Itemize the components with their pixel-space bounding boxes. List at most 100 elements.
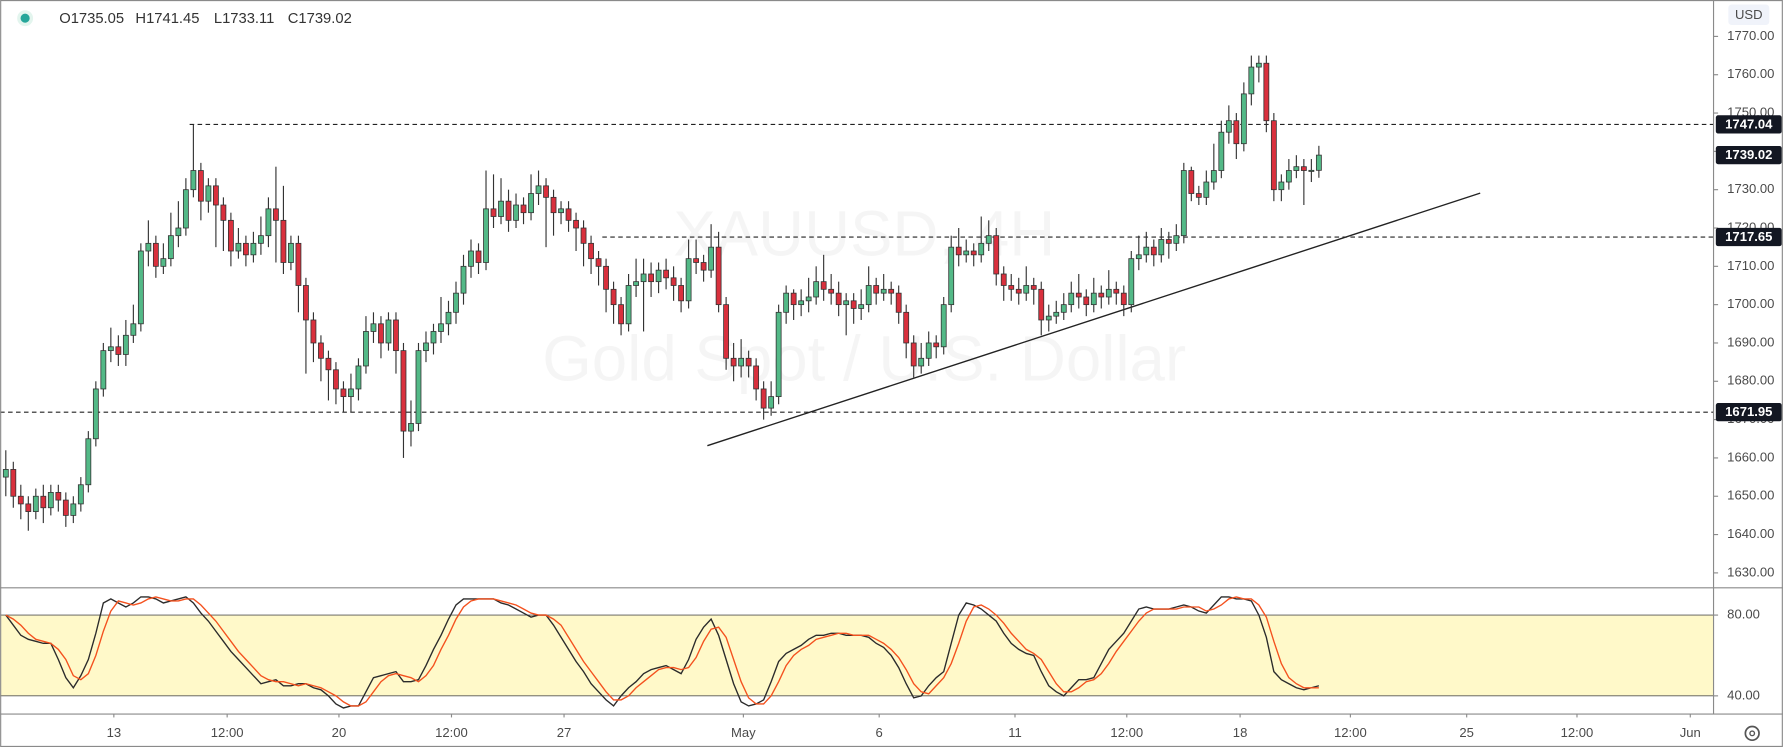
candle-body (1263, 62, 1270, 122)
candle-body (918, 357, 925, 367)
candle-body (933, 342, 940, 348)
candle-body (1143, 246, 1150, 256)
candle-body (378, 323, 384, 344)
price-badge-label: 1717.65 (1725, 229, 1772, 244)
price-badge (1715, 403, 1782, 422)
candle-body (430, 331, 437, 344)
candle-body (1300, 166, 1307, 171)
candle-body (498, 200, 504, 217)
candle-body (700, 262, 707, 271)
price-badge (1715, 146, 1782, 165)
candle-body (483, 208, 489, 263)
candle-body (1188, 170, 1195, 194)
candle-body (820, 281, 827, 290)
candle-body (205, 185, 212, 202)
price-badge (1715, 227, 1782, 247)
candle-body (1038, 288, 1045, 321)
candle-body (1120, 292, 1127, 306)
candle-body (888, 288, 895, 294)
y-tick-label: 1690.00 (1727, 334, 1774, 349)
x-tick-label: 20 (332, 725, 347, 740)
candle-body (730, 357, 737, 367)
candle-body (190, 170, 197, 191)
candle-body (1060, 304, 1067, 313)
status-dot[interactable] (20, 13, 30, 23)
candle-body (258, 235, 264, 244)
candle-body (460, 265, 467, 294)
y-tick-label: 1640.00 (1727, 526, 1774, 541)
candle-body (25, 503, 32, 512)
candle-body (115, 346, 122, 355)
candle-body (940, 304, 947, 348)
candle-body (1083, 296, 1090, 306)
candle-body (325, 357, 332, 371)
candle-body (160, 258, 167, 267)
candle-body (438, 323, 444, 332)
candle-body (993, 235, 1000, 275)
candle-body (1000, 273, 1007, 286)
y-tick-label: 80.00 (1727, 607, 1760, 622)
candle-body (723, 304, 730, 359)
candle-body (445, 311, 452, 325)
candle-body (588, 242, 594, 260)
candle-body (370, 323, 377, 332)
candle-body (243, 242, 249, 256)
y-tick-label: 40.00 (1727, 687, 1760, 702)
candle-body (1225, 120, 1232, 133)
candle-body (565, 208, 572, 221)
candle-body (167, 235, 174, 260)
candle-body (280, 219, 287, 263)
candle-body (137, 250, 144, 325)
candle-body (393, 319, 399, 352)
candle-body (745, 357, 752, 367)
candle-body (805, 296, 812, 302)
candle-body (1240, 93, 1247, 145)
y-tick-label: 1730.00 (1727, 181, 1774, 196)
candle-body (1293, 166, 1300, 171)
candle-body (753, 365, 760, 390)
candle-body (648, 273, 654, 283)
band (0, 615, 1714, 696)
candle-body (1278, 181, 1285, 191)
candle-body (475, 250, 482, 263)
y-tick-label: 1660.00 (1727, 449, 1774, 464)
candle-body (513, 204, 519, 221)
candle-body (355, 365, 362, 390)
candle-body (1255, 62, 1262, 68)
candle-body (250, 242, 257, 256)
legend-low: L1733.11 (214, 11, 275, 27)
candle-body (175, 227, 182, 237)
currency: USD (1735, 7, 1763, 22)
candle-body (910, 342, 917, 367)
candle-body (235, 242, 242, 252)
candle-body (1165, 239, 1172, 244)
candle-body (1180, 170, 1187, 237)
x-tick-label: 12:00 (435, 725, 468, 740)
y-tick-label: 1710.00 (1727, 258, 1774, 273)
candle-body (363, 331, 369, 367)
y-tick-label: 1770.00 (1727, 28, 1774, 43)
candle-body (1270, 120, 1277, 191)
settings-icon[interactable] (1744, 725, 1760, 742)
candle-body (1053, 311, 1060, 317)
candle-body (423, 342, 429, 352)
y-tick-label: 1650.00 (1727, 488, 1774, 503)
candle-body (400, 350, 407, 432)
candle-body (670, 277, 677, 286)
candle-body (573, 219, 579, 229)
price-badge-label: 1671.95 (1725, 404, 1772, 419)
candle-body (1008, 285, 1015, 290)
candle-body (100, 350, 107, 390)
legend-high: H1741.45 (135, 11, 199, 27)
candle-body (92, 388, 99, 440)
candle-body (265, 208, 272, 237)
candle-body (715, 246, 722, 306)
candle-body (798, 300, 805, 306)
candle-body (655, 269, 662, 283)
candle-body (903, 311, 910, 344)
currency-box[interactable] (1728, 4, 1770, 26)
candle-body (152, 242, 159, 267)
candle-body (925, 342, 932, 359)
candle-body (1068, 292, 1075, 306)
